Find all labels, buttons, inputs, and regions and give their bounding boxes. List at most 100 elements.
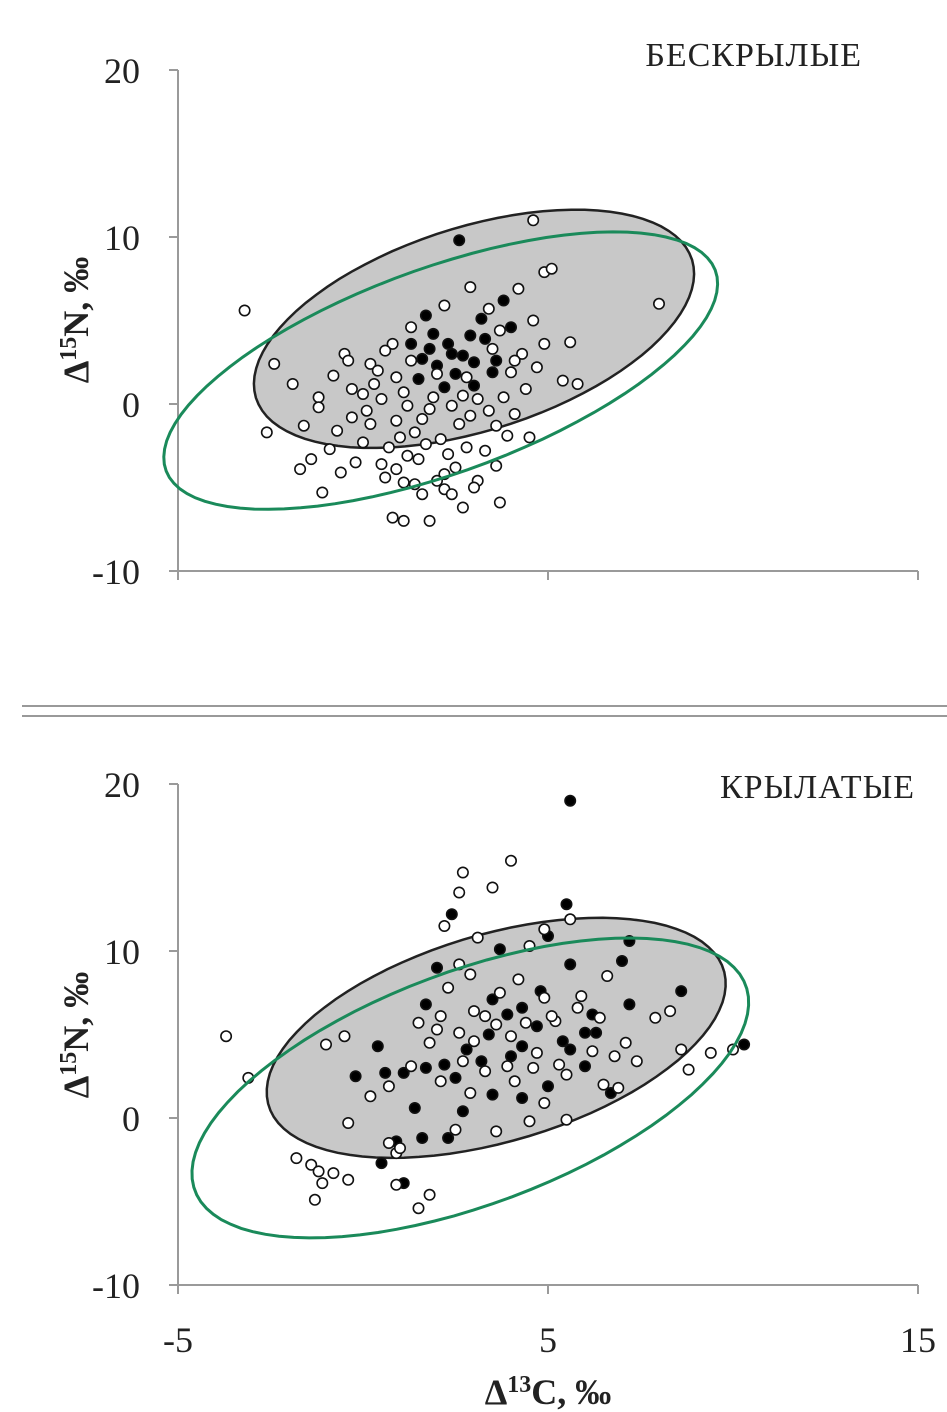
- y-tick-label-20: 20: [104, 51, 140, 91]
- open-point: [356, 387, 369, 400]
- filled-point: [442, 337, 455, 350]
- y-tick-label-20: 20: [104, 765, 140, 805]
- data-points: [162, 214, 720, 527]
- open-point: [464, 409, 477, 422]
- filled-point: [590, 1026, 603, 1039]
- open-point: [430, 367, 443, 380]
- filled-point: [438, 381, 451, 394]
- open-point: [405, 354, 418, 367]
- open-point: [438, 919, 451, 932]
- open-point: [575, 990, 588, 1003]
- open-point: [467, 1035, 480, 1048]
- open-point: [334, 466, 347, 479]
- filled-point: [560, 898, 573, 911]
- open-point: [356, 436, 369, 449]
- open-point: [556, 374, 569, 387]
- open-point: [379, 344, 392, 357]
- filled-point: [449, 1071, 462, 1084]
- filled-point: [464, 329, 477, 342]
- open-point: [675, 1043, 688, 1056]
- open-point: [368, 377, 381, 390]
- filled-point: [482, 1028, 495, 1041]
- open-point: [523, 431, 536, 444]
- open-point: [305, 1158, 318, 1171]
- open-point: [586, 1045, 599, 1058]
- filled-point: [419, 998, 432, 1011]
- open-point: [342, 1173, 355, 1186]
- open-point: [364, 357, 377, 370]
- y-axis-label: Δ15N, ‰: [56, 972, 96, 1099]
- panel-title-winged: КРЫЛАТЫЕ: [720, 769, 915, 806]
- open-point: [490, 419, 503, 432]
- open-point: [456, 389, 469, 402]
- open-point: [456, 1055, 469, 1068]
- filled-point: [349, 1070, 362, 1083]
- open-point: [445, 399, 458, 412]
- filled-point: [541, 1080, 554, 1093]
- open-point: [530, 361, 543, 374]
- open-point: [471, 392, 484, 405]
- open-point: [538, 1097, 551, 1110]
- open-point: [360, 404, 373, 417]
- filled-point: [419, 309, 432, 322]
- open-point: [456, 866, 469, 879]
- open-point: [308, 1193, 321, 1206]
- open-point: [345, 382, 358, 395]
- filled-point: [490, 354, 503, 367]
- open-point: [342, 1117, 355, 1130]
- filled-point: [371, 1040, 384, 1053]
- open-point: [479, 1065, 492, 1078]
- filled-point: [430, 961, 443, 974]
- open-point: [294, 463, 307, 476]
- open-point: [338, 1030, 351, 1043]
- open-point: [430, 1023, 443, 1036]
- open-point: [397, 514, 410, 527]
- open-point: [382, 441, 395, 454]
- filled-point: [738, 1038, 751, 1051]
- y-tick-label-0: 0: [122, 385, 140, 425]
- filled-point: [460, 1043, 473, 1056]
- open-point: [564, 336, 577, 349]
- open-point: [530, 1046, 543, 1059]
- filled-point: [416, 352, 429, 365]
- filled-point: [516, 1092, 529, 1105]
- open-point: [382, 1137, 395, 1150]
- open-point: [538, 337, 551, 350]
- filled-point: [497, 294, 510, 307]
- filled-point: [504, 321, 517, 334]
- open-point: [423, 1036, 436, 1049]
- x-tick-label-minus5: -5: [163, 1320, 193, 1360]
- open-point: [312, 401, 325, 414]
- open-point: [412, 1202, 425, 1215]
- open-point: [427, 391, 440, 404]
- filled-point: [556, 1035, 569, 1048]
- open-point: [519, 1016, 532, 1029]
- open-point: [512, 973, 525, 986]
- open-point: [527, 314, 540, 327]
- open-point: [220, 1030, 233, 1043]
- filled-point: [442, 1132, 455, 1145]
- open-point: [445, 488, 458, 501]
- open-point: [412, 453, 425, 466]
- filled-point: [564, 1043, 577, 1056]
- open-point: [664, 1005, 677, 1018]
- y-tick-label-minus10: -10: [92, 552, 140, 592]
- open-point: [375, 458, 388, 471]
- open-point: [342, 354, 355, 367]
- open-point: [553, 1058, 566, 1071]
- open-point: [456, 501, 469, 514]
- open-point: [460, 371, 473, 384]
- open-point: [434, 433, 447, 446]
- open-point: [442, 448, 455, 461]
- open-point: [501, 429, 514, 442]
- y-tick-label-minus10: -10: [92, 1266, 140, 1306]
- open-point: [486, 342, 499, 355]
- open-point: [682, 1063, 695, 1076]
- open-point: [593, 1011, 606, 1024]
- open-point: [479, 1010, 492, 1023]
- filled-point: [449, 367, 462, 380]
- open-point: [345, 411, 358, 424]
- open-point: [460, 441, 473, 454]
- filled-point: [379, 1066, 392, 1079]
- open-point: [545, 1010, 558, 1023]
